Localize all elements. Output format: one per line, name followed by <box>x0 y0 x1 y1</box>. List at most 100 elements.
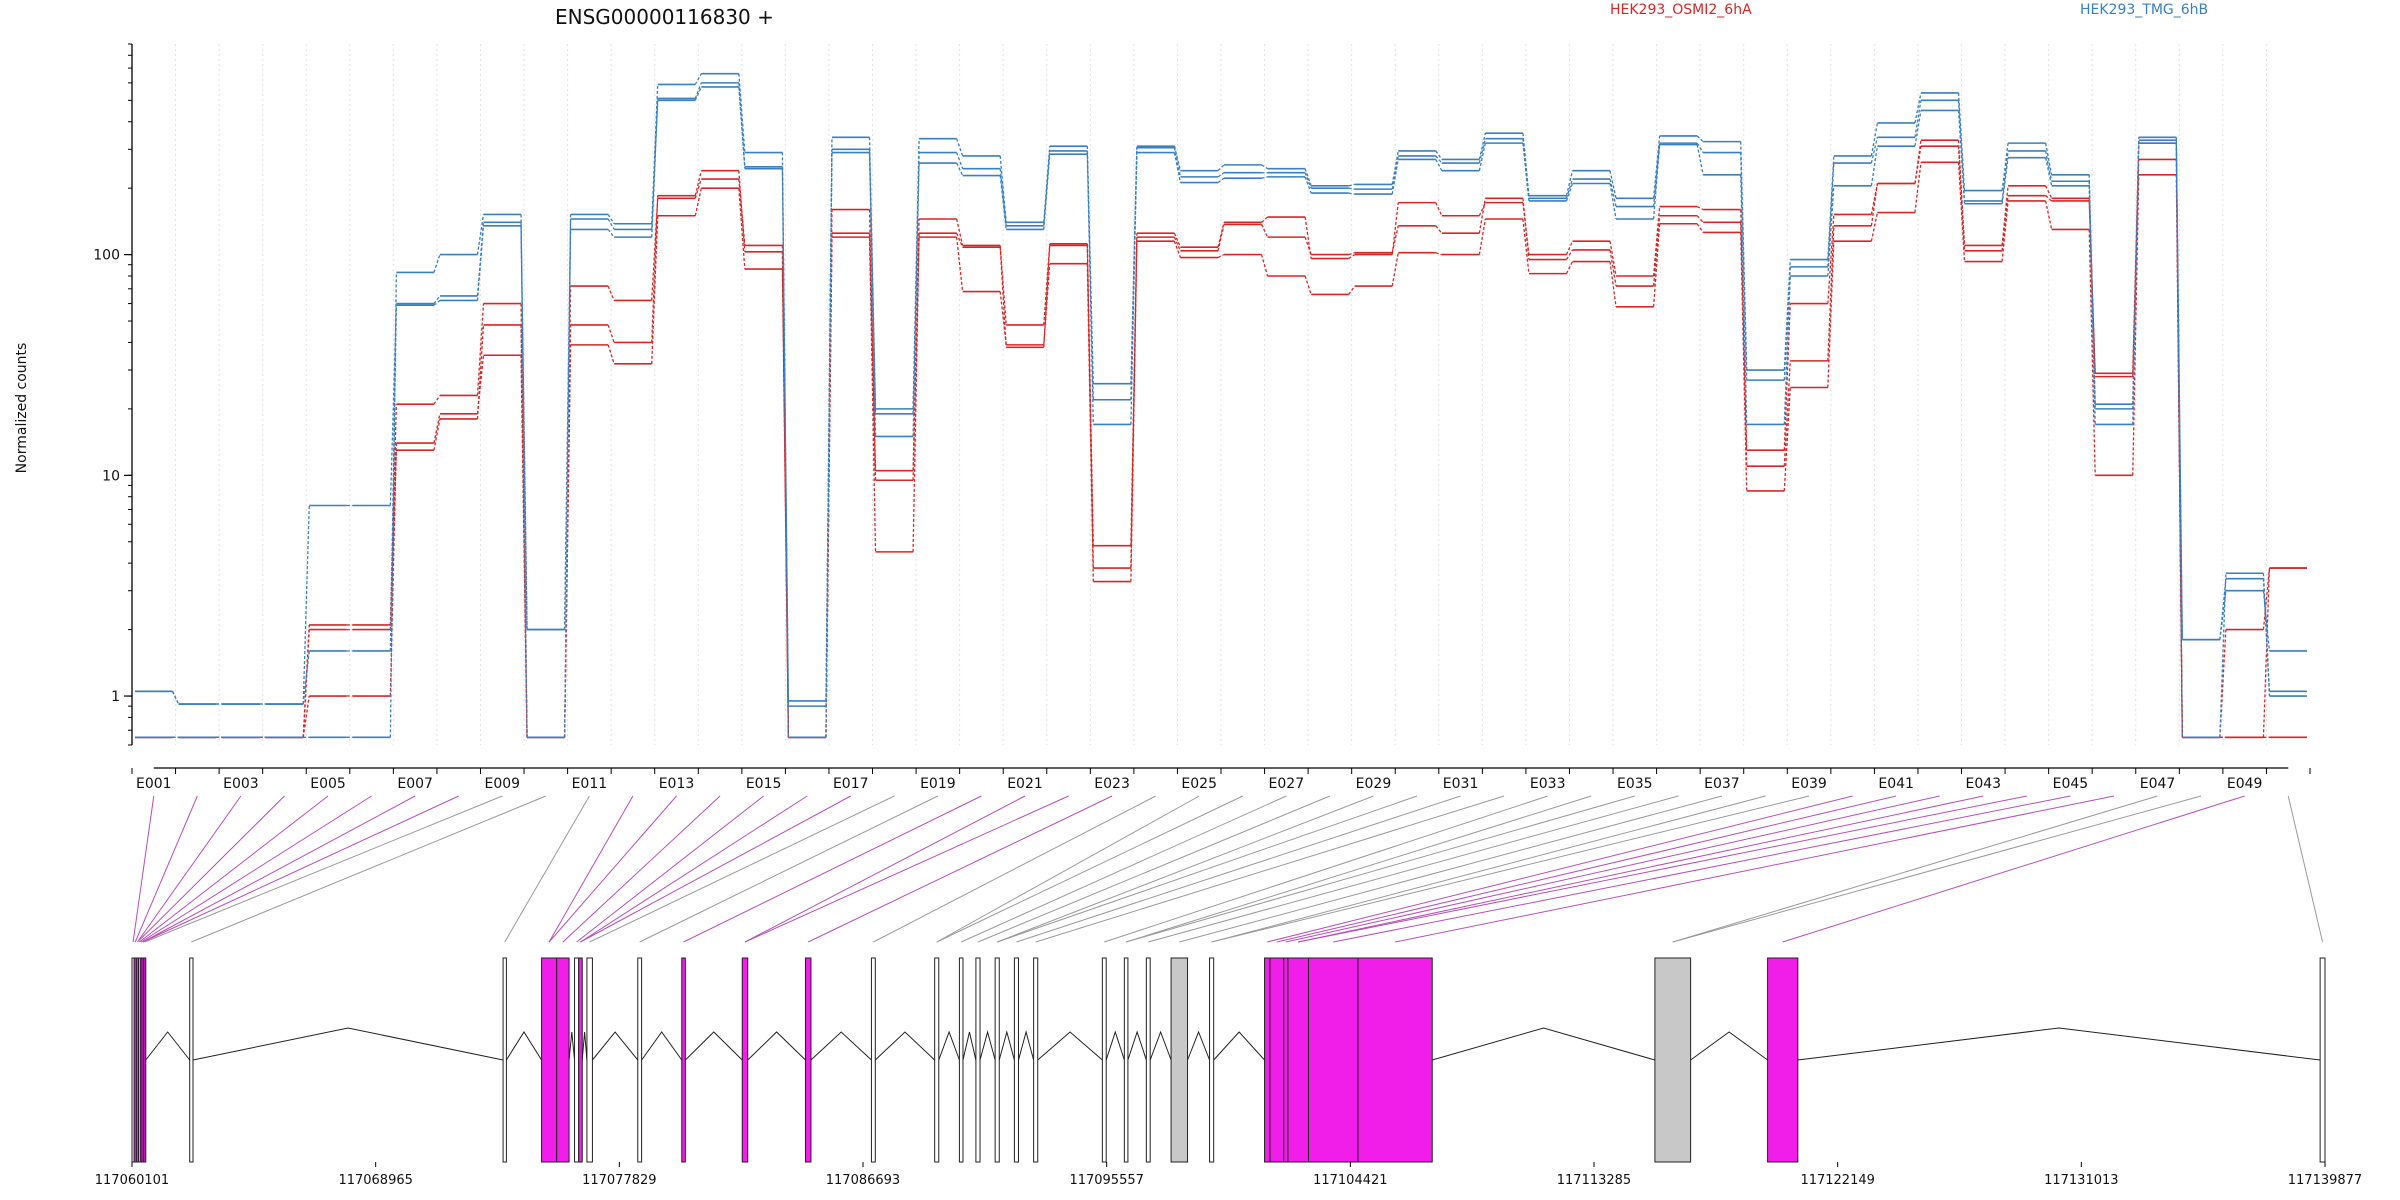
series-connector <box>171 691 180 705</box>
series-connector <box>1914 100 1922 138</box>
intron-line <box>874 1031 936 1061</box>
series-connector <box>2045 185 2053 199</box>
series-connector <box>1565 170 1574 196</box>
exon-connector <box>134 795 198 943</box>
series-connector <box>1086 245 1094 569</box>
series-connector <box>1827 155 1835 260</box>
series-connector <box>1435 159 1443 172</box>
genome-coordinate-label: 117122149 <box>1800 1173 1874 1188</box>
series-connector <box>1957 162 1966 262</box>
series-connector <box>2262 578 2271 697</box>
series-connector <box>956 232 964 248</box>
series-connector <box>1609 183 1617 220</box>
series-connector <box>1740 141 1748 371</box>
series-connector <box>738 73 746 153</box>
intron-line <box>684 1031 743 1061</box>
exon-axis: E001 E003 E005 E007 E009 E011 E013 E015 E017 E019… <box>131 767 2311 792</box>
series-connector <box>607 285 615 301</box>
exon-box <box>958 957 964 1163</box>
exon-connector <box>744 795 1026 943</box>
exon-label: E023 <box>1094 776 1130 792</box>
exon-connector <box>1035 795 1505 943</box>
series-connector <box>1827 185 1835 277</box>
series-connector <box>694 178 702 199</box>
genome-coordinate-label: 117104421 <box>1313 1173 1387 1188</box>
exon-box <box>1123 957 1129 1163</box>
series-connector <box>1609 249 1617 287</box>
series-connector <box>1914 92 1922 124</box>
series-connector <box>2001 157 2009 204</box>
series-connector <box>1304 275 1312 295</box>
exon-connector <box>140 795 372 943</box>
exon-connector <box>1285 795 1940 943</box>
series-connector <box>1217 177 1225 184</box>
series-connector <box>2262 568 2271 738</box>
series-connector <box>1043 263 1051 345</box>
series-connector <box>2132 137 2140 409</box>
series-connector <box>1478 202 1486 217</box>
series-connector <box>2219 573 2227 738</box>
series-connector <box>1522 133 1530 196</box>
genome-coordinate-label: 117139877 <box>2288 1173 2362 1188</box>
series-connector <box>2001 200 2009 262</box>
series-connector <box>956 162 964 176</box>
series-connector <box>1391 202 1399 255</box>
series-connector <box>1870 137 1879 164</box>
y-axis: 1 10 100 <box>93 43 133 746</box>
exon-connectors <box>132 795 2324 943</box>
series-connector <box>651 84 659 224</box>
series-connector <box>1478 133 1486 160</box>
exon-box <box>681 957 686 1163</box>
exon-connector <box>144 795 503 943</box>
series-connector <box>999 247 1007 348</box>
series-connector <box>1914 162 1922 213</box>
exon-box <box>556 957 570 1163</box>
series-connector <box>1217 224 1225 251</box>
exon-connector <box>1672 795 2202 943</box>
series-connector <box>1827 225 1835 361</box>
exon-label: E045 <box>2053 776 2089 792</box>
series-connector <box>1348 192 1355 195</box>
series-connector <box>2001 150 2009 202</box>
gene-model <box>131 957 2326 1163</box>
exon-connector <box>683 795 982 943</box>
intron-line <box>1149 1030 1172 1061</box>
series-connector <box>389 303 398 651</box>
exon-connector <box>137 795 285 943</box>
series-connector <box>1696 144 1704 175</box>
series-connector <box>1957 92 1966 191</box>
exon-box <box>870 957 876 1163</box>
series-connector <box>1261 164 1268 170</box>
series-connector <box>912 138 920 409</box>
exon-label: E003 <box>223 776 259 792</box>
series-connector <box>1478 138 1486 164</box>
series-connector <box>1914 140 1922 184</box>
exon-connector <box>1211 795 1810 943</box>
intron-line <box>592 1031 639 1061</box>
series-connector <box>1391 225 1399 253</box>
intron-line <box>1037 1031 1103 1061</box>
exon-label: E005 <box>310 776 346 792</box>
series-connector <box>476 303 485 396</box>
series-connector <box>1740 174 1748 425</box>
exon-connector <box>1211 795 1766 943</box>
exon-connector <box>807 795 1113 943</box>
intron-line <box>192 1027 504 1061</box>
series-connector <box>1565 249 1574 260</box>
series-connector <box>1478 198 1487 234</box>
series-connector <box>433 299 441 306</box>
series-connector <box>1348 183 1355 187</box>
series-connector <box>607 229 615 238</box>
series-connector <box>2001 143 2009 191</box>
series-connector <box>476 324 485 420</box>
series-connector <box>1435 150 1443 160</box>
exon-connector <box>139 795 329 943</box>
intron-line <box>1797 1027 2321 1061</box>
series-connector <box>302 505 310 705</box>
exon-connector <box>960 795 1287 943</box>
exon-label: E009 <box>484 776 520 792</box>
series-connector <box>956 152 964 169</box>
series-connector <box>563 214 572 738</box>
series-connector <box>1261 216 1268 223</box>
exon-connector <box>562 795 721 943</box>
